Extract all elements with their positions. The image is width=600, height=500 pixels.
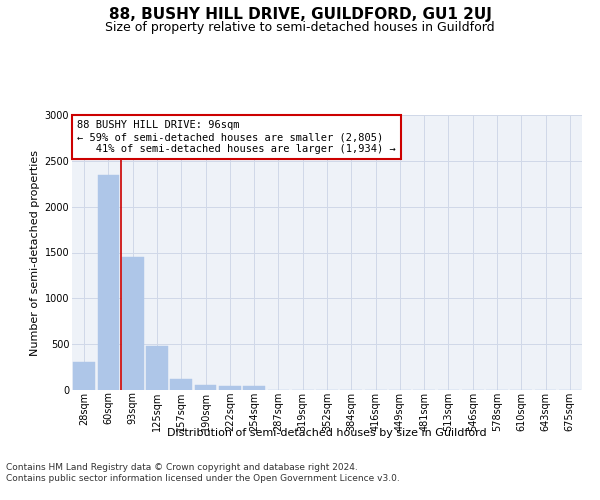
Bar xyxy=(219,386,241,390)
Bar xyxy=(170,379,192,390)
Text: Contains HM Land Registry data © Crown copyright and database right 2024.: Contains HM Land Registry data © Crown c… xyxy=(6,462,358,471)
Bar xyxy=(122,257,143,390)
Text: Size of property relative to semi-detached houses in Guildford: Size of property relative to semi-detach… xyxy=(105,21,495,34)
Text: Contains public sector information licensed under the Open Government Licence v3: Contains public sector information licen… xyxy=(6,474,400,483)
Bar xyxy=(243,386,265,390)
Text: 88, BUSHY HILL DRIVE, GUILDFORD, GU1 2UJ: 88, BUSHY HILL DRIVE, GUILDFORD, GU1 2UJ xyxy=(109,8,491,22)
Text: Distribution of semi-detached houses by size in Guildford: Distribution of semi-detached houses by … xyxy=(167,428,487,438)
Text: 88 BUSHY HILL DRIVE: 96sqm
← 59% of semi-detached houses are smaller (2,805)
   : 88 BUSHY HILL DRIVE: 96sqm ← 59% of semi… xyxy=(77,120,396,154)
Bar xyxy=(73,362,95,390)
Bar xyxy=(97,174,119,390)
Bar xyxy=(194,384,217,390)
Bar xyxy=(146,346,168,390)
Y-axis label: Number of semi-detached properties: Number of semi-detached properties xyxy=(31,150,40,356)
